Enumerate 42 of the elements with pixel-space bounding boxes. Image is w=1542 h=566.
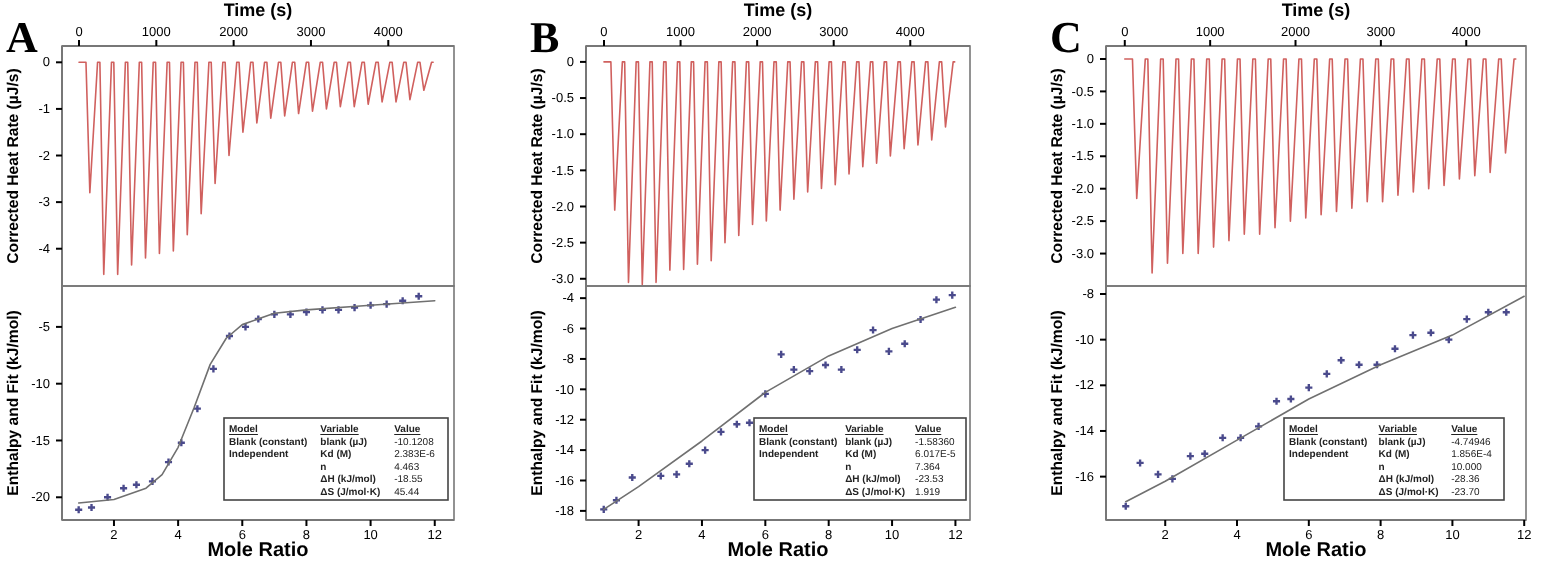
point xyxy=(628,473,636,481)
line-series xyxy=(602,306,957,511)
point xyxy=(1272,397,1281,405)
point xyxy=(1154,470,1162,478)
x-axis-title: Mole Ratio xyxy=(1265,540,1367,562)
point xyxy=(1186,452,1194,460)
point xyxy=(87,503,96,512)
point xyxy=(932,296,940,304)
point xyxy=(1219,434,1227,442)
point xyxy=(132,481,140,489)
point xyxy=(837,366,845,374)
point xyxy=(351,304,359,312)
x-axis-title: Mole Ratio xyxy=(207,540,309,562)
point xyxy=(334,306,343,314)
point xyxy=(193,405,201,413)
point xyxy=(745,419,754,427)
point xyxy=(790,366,798,374)
x-axis-title: Time (s) xyxy=(223,0,293,20)
point xyxy=(869,326,877,334)
point xyxy=(806,367,814,375)
point xyxy=(209,365,217,373)
x-axis-title: Time (s) xyxy=(1281,0,1351,20)
point xyxy=(885,347,893,355)
point xyxy=(286,310,294,318)
point xyxy=(1391,345,1399,353)
line-series xyxy=(1123,58,1517,274)
line-series xyxy=(603,61,956,286)
line-series xyxy=(78,61,434,276)
x-axis-title: Time (s) xyxy=(743,0,813,20)
chart-title: C xyxy=(1050,12,1082,62)
point xyxy=(777,350,785,358)
point xyxy=(717,428,725,436)
point xyxy=(673,470,681,478)
point xyxy=(120,484,128,492)
line-series xyxy=(77,299,436,504)
x-axis-title: Mole Ratio xyxy=(727,540,829,562)
chart-title: A xyxy=(6,12,38,62)
chart-title: B xyxy=(530,12,560,62)
point xyxy=(821,361,830,369)
point xyxy=(1287,395,1295,403)
point xyxy=(75,506,83,514)
point xyxy=(1305,384,1313,392)
